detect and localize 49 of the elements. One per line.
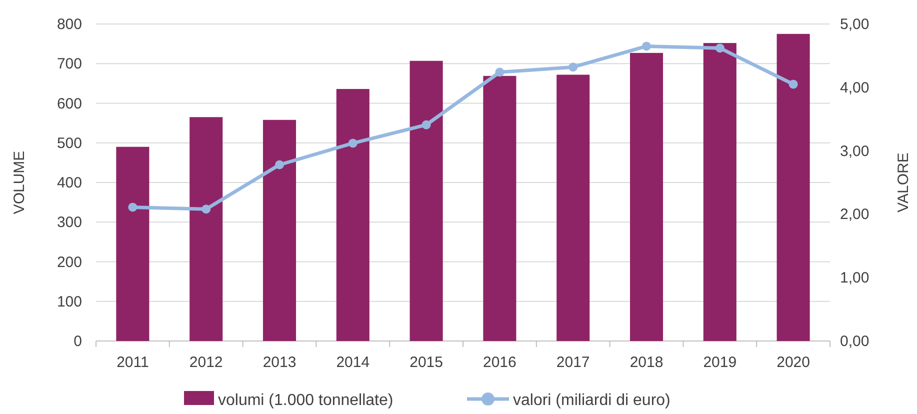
x-tick-label: 2019 [703, 354, 737, 371]
point [715, 44, 724, 53]
point [422, 120, 431, 130]
y2-axis-title: VALORE [895, 152, 912, 212]
x-tick-label: 2015 [410, 354, 443, 371]
point [202, 204, 211, 214]
point [495, 68, 504, 77]
point [275, 160, 284, 170]
point [128, 202, 138, 212]
y-tick-label: 400 [56, 174, 82, 192]
point [788, 80, 798, 89]
y-tick-label: 700 [56, 56, 82, 73]
y-axis-title: VOLUME [11, 150, 28, 214]
point [568, 62, 578, 72]
bar [336, 88, 370, 341]
bar [703, 43, 736, 341]
x-tick-label: 2014 [336, 354, 370, 371]
legend-label: valori (miliardi di euro) [513, 392, 670, 409]
bar [116, 146, 150, 341]
bar [190, 117, 223, 341]
y-tick-label: 0 [74, 333, 82, 350]
x-tick-label: 2020 [776, 354, 810, 371]
y-tick-label: 200 [56, 254, 82, 271]
y2-tick-label: 1,00 [840, 270, 870, 287]
bar [556, 74, 590, 341]
x-tick-label: 2012 [189, 354, 223, 371]
y2-tick-label: 3,00 [840, 142, 870, 160]
y-tick-label: 100 [56, 293, 82, 310]
point [348, 138, 358, 148]
y2-tick-label: 5,00 [840, 16, 870, 33]
bar [776, 34, 810, 341]
y-tick-label: 600 [56, 95, 82, 112]
bar [262, 120, 296, 341]
y2-tick-label: 2,00 [840, 206, 870, 224]
bar [410, 60, 443, 341]
x-tick-label: 2013 [262, 354, 296, 371]
y2-tick-label: 0,00 [840, 333, 870, 350]
x-tick-label: 2017 [556, 354, 590, 371]
y-tick-label: 300 [56, 214, 82, 232]
y2-tick-label: 4,00 [840, 79, 870, 96]
y-tick-label: 500 [56, 134, 82, 152]
legend-label: volumi (1.000 tonnellate) [218, 392, 394, 409]
bar [630, 52, 664, 341]
y-tick-label: 800 [56, 16, 82, 33]
x-tick-label: 2016 [483, 354, 516, 371]
bar [483, 76, 516, 341]
x-tick-label: 2011 [116, 354, 149, 371]
x-tick-label: 2018 [630, 354, 664, 371]
point [642, 42, 651, 51]
